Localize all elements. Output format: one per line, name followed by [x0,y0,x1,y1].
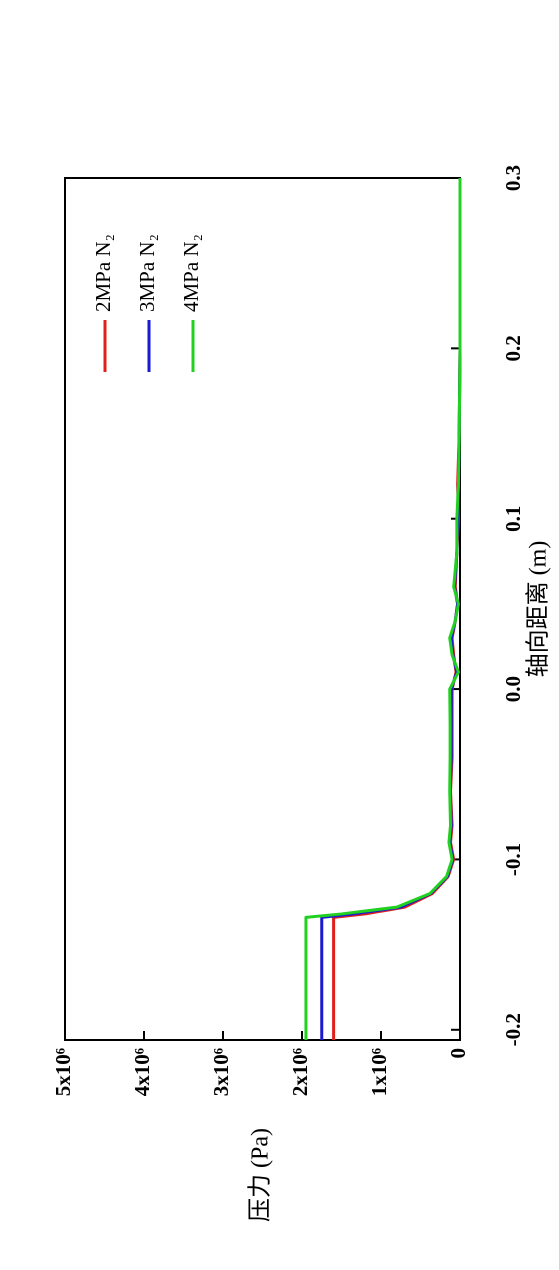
x-axis-label: 轴向距离 (m) [525,541,552,678]
y-tick-label: 3x10⁶ [209,1048,233,1096]
data-line [332,178,462,1040]
y-tick-label: 1x10⁶ [367,1048,391,1096]
y-tick-label: 5x10⁶ [51,1048,75,1096]
x-tick-label: 0.0 [501,676,525,702]
x-tick-label: 0.1 [501,506,525,532]
y-tick-label: 4x10⁶ [130,1048,154,1096]
x-tick-label: 0.3 [501,165,525,191]
y-tick-label: 2x10⁶ [288,1048,312,1096]
plot-border [64,177,461,1041]
x-tick-label: -0.1 [501,843,525,876]
legend-label: 3MPa N₂ [135,234,159,312]
y-tick-label: 0 [446,1048,470,1059]
legend-label: 4MPa N₂ [179,234,203,312]
x-tick-label: 0.2 [501,335,525,361]
y-axis-label: 压力 (Pa) [247,1128,274,1222]
x-tick-label: -0.2 [501,1013,525,1046]
data-line [304,178,462,1040]
plot-frame: 轴向距离 (m) 压力 (Pa) -0.2 -0.1 0.0 0.1 0.2 0.3 0 1x… [51,165,552,1222]
legend-label: 2MPa N₂ [91,234,115,312]
